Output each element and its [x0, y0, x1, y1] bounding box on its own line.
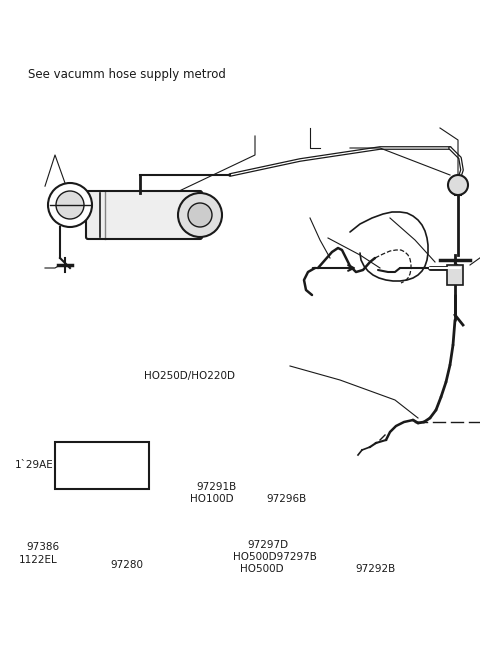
- Text: HO100D: HO100D: [190, 494, 233, 504]
- Text: 97386: 97386: [26, 542, 60, 552]
- Circle shape: [48, 183, 92, 227]
- Text: 97292B: 97292B: [355, 564, 396, 574]
- Text: 1`29AE: 1`29AE: [14, 460, 53, 470]
- Text: 1122EL: 1122EL: [19, 555, 58, 565]
- Text: HO500D: HO500D: [240, 564, 284, 574]
- Bar: [447, 265, 463, 285]
- Text: 97296B: 97296B: [266, 494, 307, 504]
- Text: 97291B: 97291B: [197, 482, 237, 492]
- Text: 97297D: 97297D: [247, 540, 288, 550]
- Text: See vacumm hose supply metrod: See vacumm hose supply metrod: [28, 68, 226, 81]
- Bar: [55, 442, 149, 489]
- Text: ENGINE: ENGINE: [80, 451, 124, 461]
- Circle shape: [178, 193, 222, 237]
- FancyBboxPatch shape: [86, 191, 202, 239]
- Circle shape: [56, 191, 84, 219]
- Text: 97280: 97280: [110, 560, 144, 570]
- Text: HO250D/HO220D: HO250D/HO220D: [144, 371, 235, 381]
- Text: VACUUM NIPPLE: VACUUM NIPPLE: [54, 468, 150, 479]
- Circle shape: [448, 175, 468, 195]
- Circle shape: [188, 203, 212, 227]
- Text: HO500D97297B: HO500D97297B: [233, 552, 317, 562]
